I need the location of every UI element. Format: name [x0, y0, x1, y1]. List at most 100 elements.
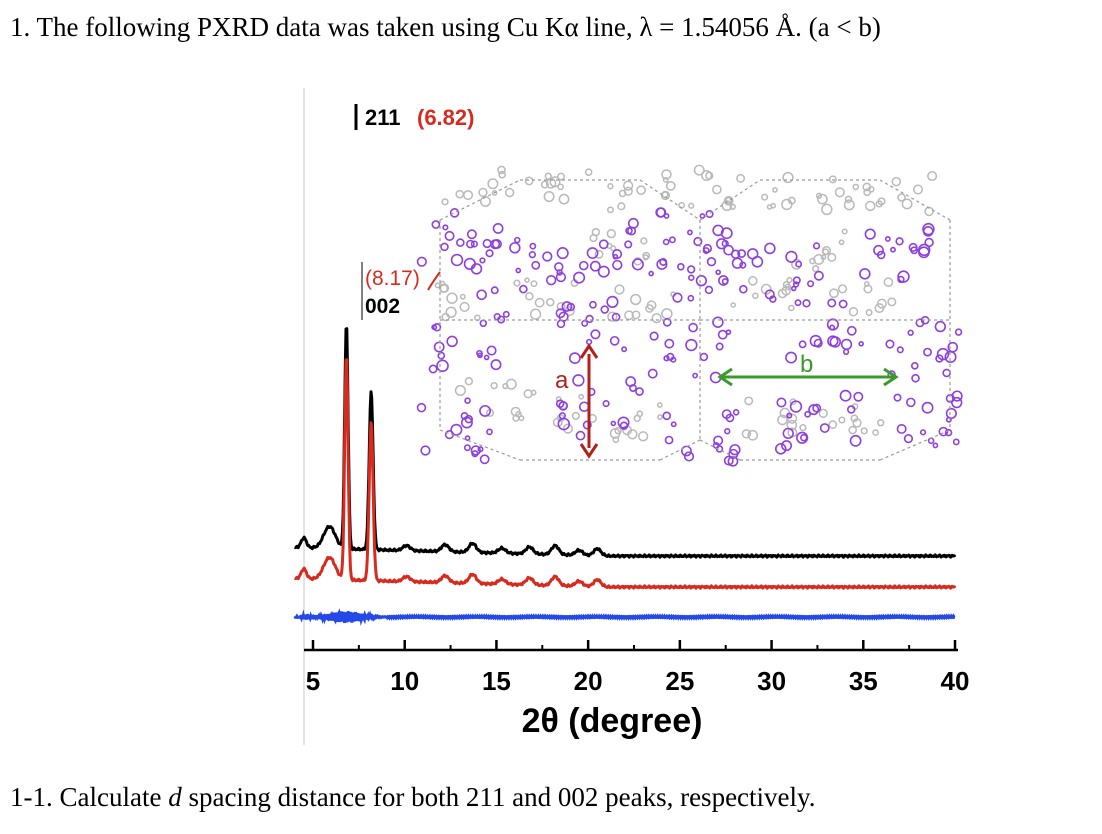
- structure-gray-node: [614, 427, 622, 435]
- structure-gray-node: [829, 288, 839, 299]
- structure-gray-node: [747, 276, 758, 286]
- structure-purple-ring: [514, 236, 521, 244]
- structure-purple-ring: [896, 423, 907, 434]
- structure-purple-ring: [826, 318, 840, 331]
- structure-purple-ring: [915, 318, 925, 328]
- structure-purple-ring: [476, 349, 483, 357]
- structure-purple-ring: [927, 437, 935, 444]
- structure-gray-node: [502, 383, 509, 390]
- structure-purple-ring: [585, 314, 594, 324]
- structure-purple-ring: [685, 338, 698, 352]
- structure-purple-ring: [921, 401, 934, 414]
- structure-purple-ring: [677, 263, 685, 271]
- structure-purple-ring: [617, 416, 630, 429]
- structure-purple-ring: [712, 224, 724, 237]
- structure-purple-ring: [808, 404, 820, 416]
- structure-purple-ring: [666, 352, 675, 361]
- axis-a-label: a: [555, 367, 569, 394]
- structure-purple-ring: [732, 409, 740, 416]
- structure-purple-ring: [476, 289, 487, 301]
- structure-purple-ring: [893, 393, 902, 402]
- structure-gray-node: [901, 198, 913, 210]
- structure-gray-node: [584, 168, 593, 177]
- structure-purple-ring: [529, 242, 537, 250]
- structure-gray-node: [784, 283, 792, 291]
- peak-211-angle: (6.82): [417, 105, 474, 130]
- structure-gray-node: [820, 254, 827, 261]
- structure-gray-node: [821, 245, 832, 256]
- structure-purple-ring: [687, 265, 696, 274]
- structure-gray-node: [688, 202, 695, 209]
- structure-purple-ring: [849, 434, 862, 447]
- x-tick-label: 30: [757, 666, 786, 696]
- structure-purple-ring: [812, 242, 821, 250]
- structure-purple-ring: [681, 445, 692, 457]
- structure-purple-ring: [631, 258, 644, 271]
- structure-bond: [699, 439, 741, 461]
- x-tick-label: 5: [306, 666, 320, 696]
- question-subpart: 1-1. Calculate d spacing distance for bo…: [10, 782, 816, 813]
- structure-gray-node: [712, 184, 722, 195]
- structure-purple-ring: [662, 238, 670, 246]
- structure-purple-ring: [747, 248, 759, 260]
- structure-purple-ring: [460, 412, 469, 420]
- question-subpart-prefix: 1-1. Calculate: [10, 782, 169, 812]
- structure-gray-node: [897, 193, 906, 202]
- structure-gray-node: [518, 415, 525, 422]
- structure-gray-node: [454, 384, 466, 397]
- structure-purple-ring: [486, 428, 493, 436]
- structure-gray-node: [504, 187, 515, 198]
- structure-gray-node: [848, 425, 857, 435]
- structure-purple-ring: [712, 441, 720, 449]
- structure-gray-node: [525, 292, 534, 301]
- structure-gray-node: [540, 180, 549, 189]
- structure-purple-ring: [463, 444, 471, 452]
- structure-purple-ring: [706, 256, 717, 267]
- structure-gray-node: [571, 411, 580, 420]
- structure-purple-ring: [479, 404, 492, 417]
- structure-gray-node: [811, 265, 820, 273]
- structure-gray-node: [627, 429, 638, 440]
- structure-gray-node: [828, 175, 837, 184]
- structure-bond: [639, 179, 701, 221]
- structure-gray-node: [530, 280, 538, 288]
- structure-purple-ring: [619, 421, 629, 430]
- structure-purple-ring: [739, 284, 748, 294]
- structure-gray-node: [872, 429, 879, 436]
- structure-purple-ring: [464, 397, 471, 404]
- structure-gray-node: [912, 184, 924, 195]
- structure-purple-ring: [725, 413, 735, 423]
- structure-gray-node: [736, 173, 746, 183]
- structure-purple-ring: [602, 400, 610, 408]
- structure-gray-node: [607, 311, 618, 322]
- structure-gray-node: [633, 414, 641, 423]
- structure-purple-ring: [528, 251, 537, 259]
- structure-gray-node: [487, 178, 499, 190]
- structure-gray-node: [607, 206, 614, 214]
- structure-purple-ring: [432, 323, 442, 332]
- structure-gray-node: [821, 203, 833, 216]
- structure-purple-ring: [934, 320, 947, 333]
- structure-purple-ring: [450, 423, 463, 436]
- structure-purple-ring: [490, 286, 499, 295]
- structure-purple-ring: [597, 265, 610, 278]
- structure-gray-node: [661, 169, 672, 180]
- structure-purple-ring: [813, 270, 824, 281]
- axis-b-label: b: [800, 351, 813, 378]
- structure-purple-ring: [656, 207, 667, 218]
- structure-purple-ring: [450, 253, 464, 267]
- structure-gray-node: [618, 189, 627, 198]
- structure-gray-node: [867, 185, 875, 193]
- structure-purple-ring: [782, 427, 794, 440]
- structure-gray-node: [464, 377, 474, 386]
- structure-gray-node: [876, 419, 885, 427]
- structure-purple-ring: [624, 240, 633, 249]
- structure-purple-ring: [906, 397, 916, 408]
- structure-purple-ring: [662, 411, 672, 421]
- structure-gray-node: [640, 237, 648, 245]
- structure-purple-ring: [838, 299, 848, 309]
- structure-gray-node: [434, 282, 441, 289]
- structure-purple-ring: [482, 238, 492, 249]
- structure-gray-node: [781, 198, 793, 211]
- structure-purple-ring: [910, 246, 919, 255]
